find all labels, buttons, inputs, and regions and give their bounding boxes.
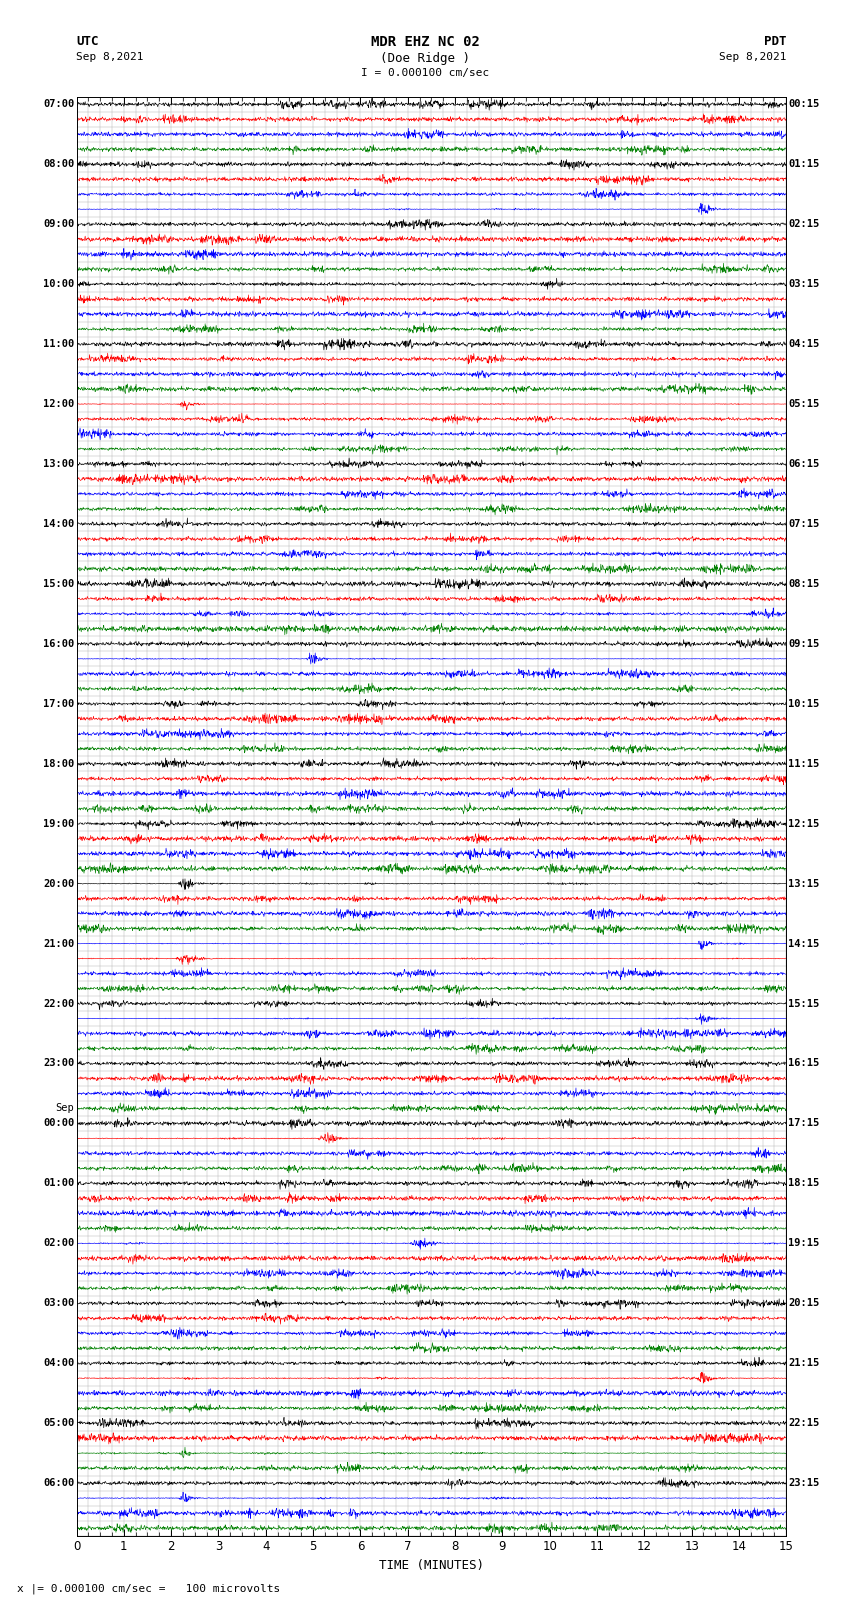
Text: 06:15: 06:15 [789,460,819,469]
Text: 00:15: 00:15 [789,100,819,110]
Text: 18:15: 18:15 [789,1179,819,1189]
Text: 17:00: 17:00 [43,698,74,708]
Text: 11:00: 11:00 [43,339,74,348]
Text: 05:15: 05:15 [789,398,819,410]
Text: 02:00: 02:00 [43,1239,74,1248]
Text: UTC: UTC [76,35,99,48]
Text: 10:00: 10:00 [43,279,74,289]
Text: 10:15: 10:15 [789,698,819,708]
Text: PDT: PDT [764,35,786,48]
Text: 15:15: 15:15 [789,998,819,1008]
Text: Sep: Sep [55,1103,74,1113]
Text: 09:00: 09:00 [43,219,74,229]
Text: 00:00: 00:00 [43,1118,74,1129]
Text: 04:00: 04:00 [43,1358,74,1368]
Text: 21:00: 21:00 [43,939,74,948]
Text: (Doe Ridge ): (Doe Ridge ) [380,52,470,65]
Text: 21:15: 21:15 [789,1358,819,1368]
Text: 17:15: 17:15 [789,1118,819,1129]
Text: 05:00: 05:00 [43,1418,74,1428]
Text: 13:15: 13:15 [789,879,819,889]
Text: 07:15: 07:15 [789,519,819,529]
Text: Sep 8,2021: Sep 8,2021 [76,52,144,61]
Text: 14:00: 14:00 [43,519,74,529]
Text: 23:15: 23:15 [789,1478,819,1489]
Text: 09:15: 09:15 [789,639,819,648]
Text: 01:00: 01:00 [43,1179,74,1189]
Text: I = 0.000100 cm/sec: I = 0.000100 cm/sec [361,68,489,77]
Text: 07:00: 07:00 [43,100,74,110]
Text: 15:00: 15:00 [43,579,74,589]
Text: 12:00: 12:00 [43,398,74,410]
Text: 22:00: 22:00 [43,998,74,1008]
Text: 08:15: 08:15 [789,579,819,589]
Text: 01:15: 01:15 [789,160,819,169]
Text: 22:15: 22:15 [789,1418,819,1428]
Text: 19:15: 19:15 [789,1239,819,1248]
Text: 16:15: 16:15 [789,1058,819,1068]
Text: 11:15: 11:15 [789,758,819,769]
Text: 18:00: 18:00 [43,758,74,769]
Text: 13:00: 13:00 [43,460,74,469]
Text: 03:15: 03:15 [789,279,819,289]
Text: 08:00: 08:00 [43,160,74,169]
Text: 12:15: 12:15 [789,819,819,829]
Text: 19:00: 19:00 [43,819,74,829]
Text: 03:00: 03:00 [43,1298,74,1308]
Text: 20:00: 20:00 [43,879,74,889]
Text: 04:15: 04:15 [789,339,819,348]
Text: MDR EHZ NC 02: MDR EHZ NC 02 [371,35,479,50]
Text: 20:15: 20:15 [789,1298,819,1308]
Text: Sep 8,2021: Sep 8,2021 [719,52,786,61]
Text: 16:00: 16:00 [43,639,74,648]
Text: 02:15: 02:15 [789,219,819,229]
Text: 14:15: 14:15 [789,939,819,948]
X-axis label: TIME (MINUTES): TIME (MINUTES) [379,1560,484,1573]
Text: 23:00: 23:00 [43,1058,74,1068]
Text: x |= 0.000100 cm/sec =   100 microvolts: x |= 0.000100 cm/sec = 100 microvolts [17,1582,280,1594]
Text: 06:00: 06:00 [43,1478,74,1489]
